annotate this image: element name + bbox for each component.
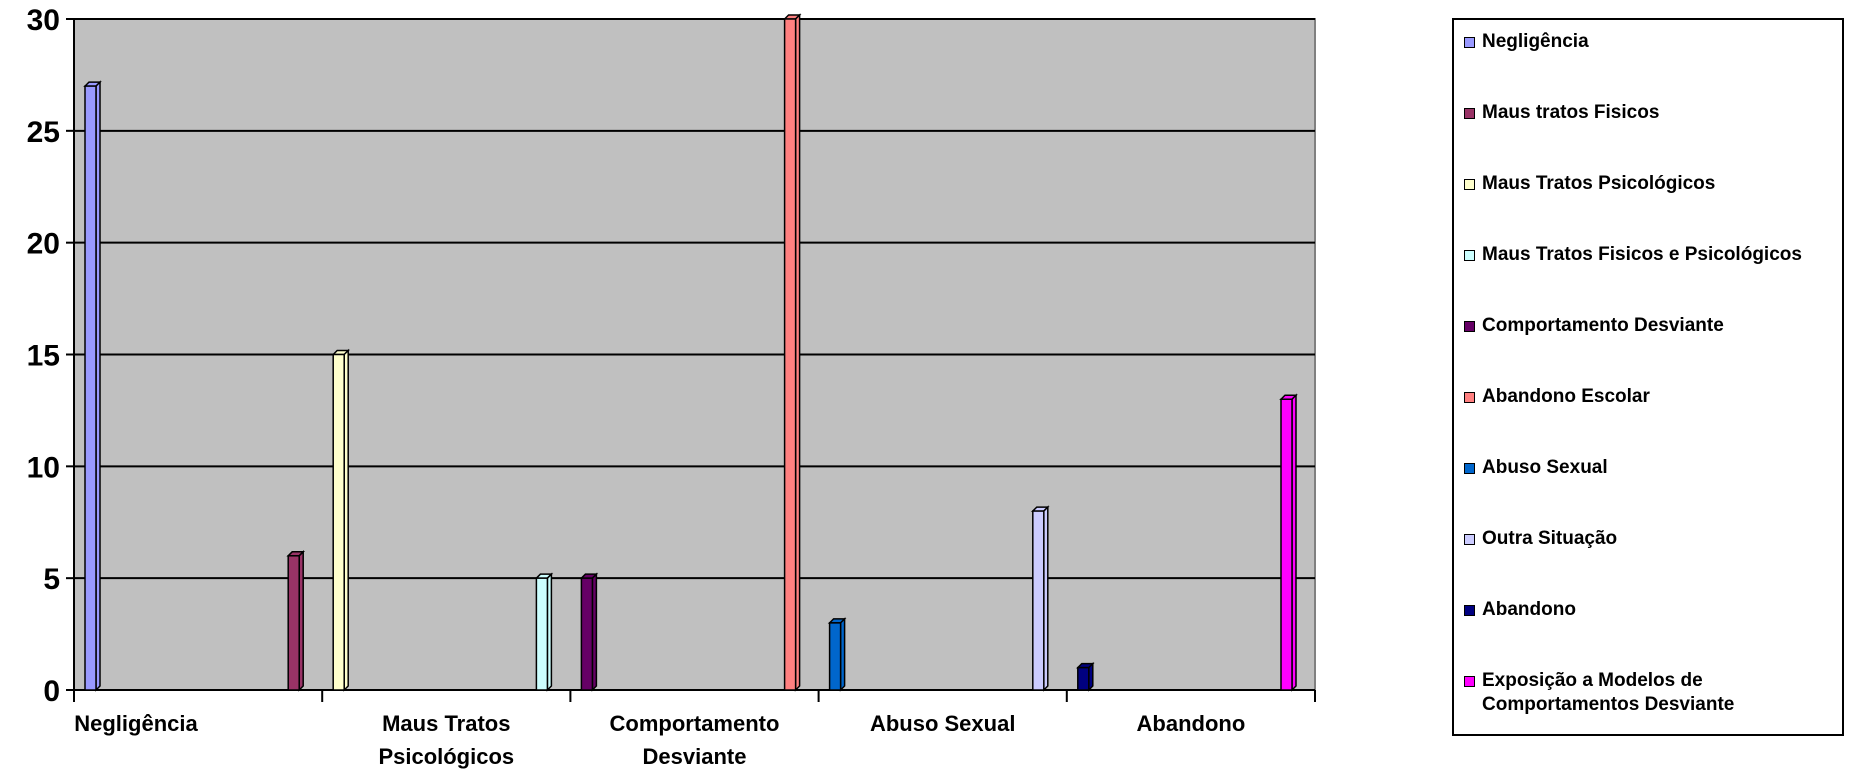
y-tick-label: 0	[43, 675, 60, 708]
legend-swatch	[1464, 463, 1475, 474]
bar	[287, 555, 300, 691]
bar	[535, 577, 549, 691]
legend-label: Maus tratos Fisicos	[1482, 102, 1660, 123]
y-tick-label: 10	[27, 451, 60, 484]
legend-label: Exposição a Modelos de	[1482, 670, 1703, 691]
x-tick-label: Negligência	[74, 711, 198, 736]
y-tick-label: 5	[43, 563, 60, 596]
bar	[1032, 510, 1045, 691]
legend-swatch	[1464, 108, 1475, 119]
y-tick-label: 15	[27, 340, 60, 373]
x-tick-label: Psicológicos	[378, 744, 514, 769]
legend-swatch	[1464, 321, 1475, 332]
bar	[1280, 398, 1293, 691]
legend-label: Comportamentos Desviante	[1482, 694, 1735, 715]
legend-swatch	[1464, 676, 1475, 687]
legend-swatch	[1464, 392, 1475, 403]
bar	[783, 18, 797, 691]
legend-swatch	[1464, 250, 1475, 261]
x-tick-label: Desviante	[643, 744, 747, 769]
chart-legend: Negligência Maus tratos Fisicos Maus Trato…	[1452, 18, 1844, 736]
x-tick-label: Abuso Sexual	[870, 711, 1015, 736]
bar	[580, 577, 594, 691]
y-tick-label: 25	[27, 116, 60, 149]
legend-label: Abandono	[1482, 599, 1576, 620]
bar	[1077, 666, 1090, 691]
legend-label: Abuso Sexual	[1482, 457, 1608, 478]
legend-label: Comportamento Desviante	[1482, 315, 1724, 336]
bar	[332, 353, 345, 691]
legend-label: Negligência	[1482, 31, 1589, 52]
x-tick-label: Abandono	[1137, 711, 1246, 736]
legend-label: Maus Tratos Psicológicos	[1482, 173, 1716, 194]
legend-swatch	[1464, 605, 1475, 616]
legend-swatch	[1464, 534, 1475, 545]
x-tick-label: Maus Tratos	[382, 711, 510, 736]
legend-swatch	[1464, 37, 1475, 48]
x-tick-label: Comportamento	[610, 711, 780, 736]
legend-swatch	[1464, 179, 1475, 190]
y-tick-label: 30	[27, 4, 60, 37]
y-tick-label: 20	[27, 228, 60, 261]
legend-label: Maus Tratos Fisicos e Psicológicos	[1482, 244, 1802, 265]
bar	[828, 622, 842, 691]
legend-label: Abandono Escolar	[1482, 386, 1650, 407]
bar	[84, 85, 97, 691]
legend-label: Outra Situação	[1482, 528, 1618, 549]
